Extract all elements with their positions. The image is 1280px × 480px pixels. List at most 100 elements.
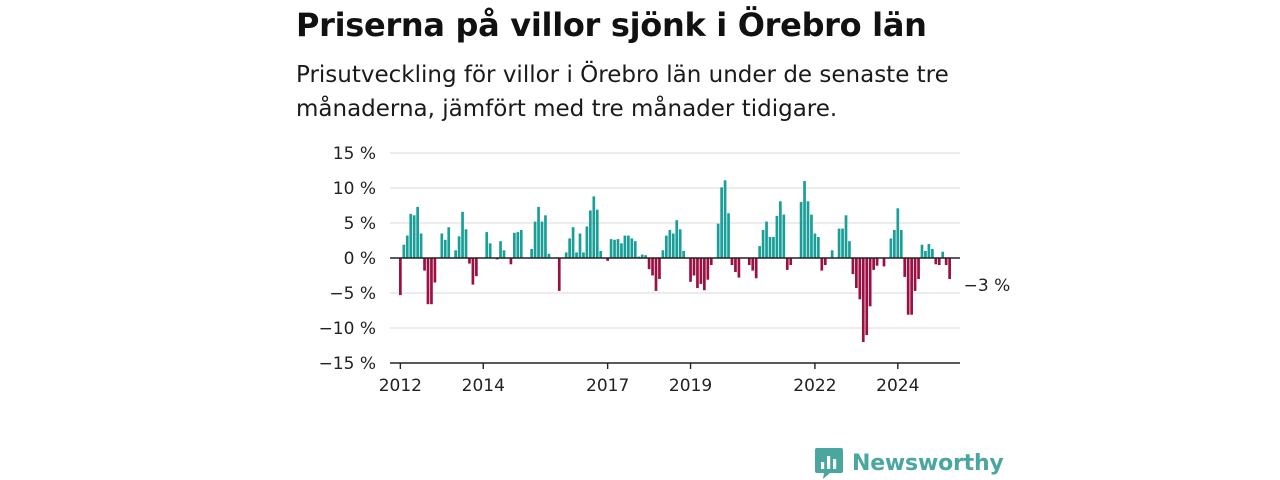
bar-positive bbox=[592, 196, 596, 258]
bar-positive bbox=[640, 254, 644, 258]
bar-positive bbox=[547, 253, 551, 258]
bar-positive bbox=[454, 250, 457, 258]
chart-subtitle: Prisutveckling för villor i Örebro län u… bbox=[296, 62, 949, 122]
bar-positive bbox=[837, 228, 841, 258]
bar-positive bbox=[924, 251, 927, 258]
bar-positive bbox=[412, 215, 416, 258]
bar-positive bbox=[668, 230, 672, 258]
bar-negative bbox=[934, 258, 938, 265]
bar-positive bbox=[519, 230, 523, 258]
bar-negative bbox=[689, 258, 692, 282]
bar-negative bbox=[651, 258, 654, 276]
bar-negative bbox=[754, 258, 758, 279]
bar-negative bbox=[468, 258, 471, 264]
bar-negative bbox=[751, 258, 755, 271]
bar-positive bbox=[675, 220, 679, 258]
bar-negative bbox=[917, 258, 920, 279]
bar-positive bbox=[813, 233, 817, 258]
bar-negative bbox=[937, 258, 941, 265]
bar-positive bbox=[540, 221, 544, 258]
x-tick-label: 2014 bbox=[462, 376, 505, 396]
x-tick-label: 2024 bbox=[876, 376, 919, 396]
bar-positive bbox=[830, 250, 834, 258]
bar-positive bbox=[765, 221, 768, 258]
bar-series bbox=[399, 180, 951, 342]
bar-negative bbox=[858, 258, 862, 300]
bar-positive bbox=[661, 250, 665, 258]
bar-positive bbox=[799, 202, 803, 258]
bar-negative bbox=[471, 258, 475, 285]
brand-name: Newsworthy bbox=[852, 450, 1004, 476]
bar-negative bbox=[948, 258, 951, 279]
y-tick-label: 15 % bbox=[333, 144, 376, 164]
bar-positive bbox=[896, 208, 900, 258]
bar-positive bbox=[568, 238, 571, 258]
x-tick-label: 2019 bbox=[669, 376, 712, 396]
bar-positive bbox=[575, 252, 578, 258]
bar-positive bbox=[502, 250, 506, 258]
bar-positive bbox=[671, 233, 675, 258]
chart-title: Priserna på villor sjönk i Örebro län bbox=[296, 6, 927, 44]
bar-positive bbox=[499, 241, 502, 258]
bar-positive bbox=[485, 232, 489, 258]
bar-negative bbox=[865, 258, 869, 335]
bar-positive bbox=[416, 206, 419, 258]
bar-positive bbox=[627, 235, 630, 258]
bar-positive bbox=[419, 233, 423, 258]
bar-negative bbox=[910, 258, 913, 315]
bar-positive bbox=[405, 235, 409, 258]
bar-positive bbox=[516, 232, 520, 258]
bar-negative bbox=[696, 258, 699, 289]
bar-positive bbox=[616, 239, 620, 258]
brand-logo: Newsworthy bbox=[814, 446, 1004, 480]
bar-positive bbox=[447, 227, 451, 258]
bar-positive bbox=[513, 232, 516, 258]
bar-negative bbox=[868, 258, 872, 307]
x-tick-label: 2022 bbox=[793, 376, 836, 396]
bar-positive bbox=[530, 248, 533, 258]
bar-negative bbox=[903, 258, 907, 277]
bar-negative bbox=[426, 258, 430, 305]
bar-positive bbox=[817, 237, 820, 258]
bar-positive bbox=[461, 211, 464, 258]
bar-positive bbox=[609, 239, 613, 258]
bar-positive bbox=[893, 230, 896, 258]
bar-positive bbox=[409, 213, 413, 258]
y-tick-label: −5 % bbox=[329, 284, 376, 304]
bar-positive bbox=[589, 210, 592, 258]
bar-negative bbox=[789, 258, 793, 265]
bar-negative bbox=[423, 258, 426, 271]
bar-positive bbox=[768, 237, 772, 258]
bar-negative bbox=[475, 258, 478, 277]
bar-negative bbox=[882, 258, 886, 267]
bar-positive bbox=[782, 214, 786, 258]
bar-positive bbox=[841, 228, 844, 258]
bar-positive bbox=[803, 181, 806, 258]
bar-negative bbox=[944, 258, 948, 265]
bar-chart: 15 %10 %5 %0 %−5 %−10 %−15 % 2012 2014 201… bbox=[319, 144, 1011, 396]
bar-positive bbox=[620, 243, 623, 258]
bar-negative bbox=[606, 258, 609, 261]
bar-negative bbox=[509, 258, 513, 265]
bar-negative bbox=[747, 258, 751, 265]
bar-positive bbox=[844, 215, 848, 258]
newsworthy-logo-icon bbox=[815, 448, 843, 479]
y-tick-label: 5 % bbox=[344, 214, 376, 234]
bar-positive bbox=[595, 209, 599, 258]
bar-positive bbox=[544, 215, 547, 258]
bar-negative bbox=[913, 258, 917, 291]
bar-negative bbox=[734, 258, 737, 272]
bar-positive bbox=[806, 201, 810, 258]
bar-positive bbox=[779, 201, 782, 258]
bar-negative bbox=[658, 258, 661, 279]
bar-positive bbox=[927, 244, 931, 258]
bar-positive bbox=[723, 180, 727, 258]
x-tick-label: 2017 bbox=[586, 376, 629, 396]
bar-positive bbox=[941, 251, 945, 258]
bar-positive bbox=[613, 239, 616, 258]
bar-negative bbox=[730, 258, 734, 265]
bar-negative bbox=[906, 258, 910, 315]
bar-positive bbox=[402, 244, 406, 258]
bar-positive bbox=[716, 223, 720, 258]
bar-negative bbox=[654, 258, 658, 291]
